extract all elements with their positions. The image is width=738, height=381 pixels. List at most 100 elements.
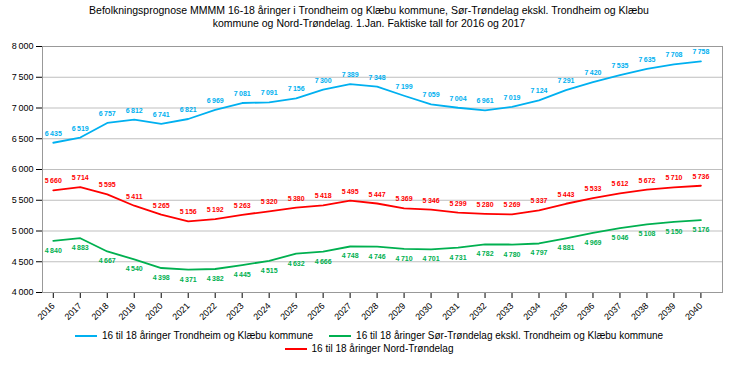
svg-text:5 612: 5 612 [611, 181, 628, 188]
svg-text:7 199: 7 199 [396, 83, 413, 90]
svg-text:2021: 2021 [170, 301, 191, 322]
svg-text:5 000: 5 000 [12, 226, 34, 236]
svg-text:7 300: 7 300 [315, 77, 332, 84]
svg-text:5 736: 5 736 [692, 173, 709, 180]
svg-text:2028: 2028 [359, 301, 380, 322]
svg-text:4 780: 4 780 [504, 251, 521, 258]
svg-text:7 708: 7 708 [665, 52, 682, 59]
svg-text:6 757: 6 757 [99, 110, 116, 117]
svg-text:4 748: 4 748 [342, 253, 359, 260]
svg-text:2040: 2040 [683, 301, 704, 322]
svg-text:4 666: 4 666 [315, 258, 332, 265]
svg-text:5 046: 5 046 [611, 234, 628, 241]
svg-text:2024: 2024 [251, 301, 272, 322]
svg-text:2032: 2032 [467, 301, 488, 322]
svg-text:7 758: 7 758 [692, 49, 709, 56]
svg-text:4 701: 4 701 [423, 256, 440, 263]
svg-text:5 660: 5 660 [45, 178, 62, 185]
svg-text:7 059: 7 059 [423, 92, 440, 99]
svg-text:6 812: 6 812 [126, 107, 143, 114]
svg-text:7 348: 7 348 [369, 74, 386, 81]
svg-text:6 519: 6 519 [72, 125, 89, 132]
svg-text:6 435: 6 435 [45, 130, 62, 137]
svg-text:6 821: 6 821 [180, 106, 197, 113]
svg-text:4 731: 4 731 [450, 254, 467, 261]
svg-text:2019: 2019 [116, 301, 137, 322]
svg-text:6 000: 6 000 [12, 165, 34, 175]
svg-text:5 714: 5 714 [72, 174, 89, 181]
svg-text:7 091: 7 091 [261, 90, 278, 97]
svg-text:4 445: 4 445 [234, 271, 251, 278]
svg-text:2033: 2033 [494, 301, 515, 322]
svg-text:2016: 2016 [36, 301, 57, 322]
svg-text:5 500: 5 500 [12, 195, 34, 205]
svg-text:5 192: 5 192 [207, 206, 224, 213]
svg-text:4 398: 4 398 [153, 274, 170, 281]
svg-text:4 500: 4 500 [12, 257, 34, 267]
svg-text:4 969: 4 969 [584, 239, 601, 246]
svg-text:2025: 2025 [278, 301, 299, 322]
svg-text:5 710: 5 710 [665, 175, 682, 182]
svg-text:5 380: 5 380 [288, 195, 305, 202]
svg-text:7 635: 7 635 [638, 56, 655, 63]
svg-text:2031: 2031 [440, 301, 461, 322]
svg-text:7 420: 7 420 [584, 69, 601, 76]
svg-text:5 263: 5 263 [234, 202, 251, 209]
svg-text:6 741: 6 741 [153, 111, 170, 118]
svg-text:4 371: 4 371 [180, 276, 197, 283]
svg-text:2029: 2029 [386, 301, 407, 322]
svg-text:4 382: 4 382 [207, 275, 224, 282]
svg-text:2035: 2035 [548, 301, 569, 322]
svg-text:2036: 2036 [575, 301, 596, 322]
svg-text:5 418: 5 418 [315, 193, 332, 200]
svg-text:2027: 2027 [332, 301, 353, 322]
svg-text:5 280: 5 280 [477, 201, 494, 208]
svg-text:2030: 2030 [413, 301, 434, 322]
svg-text:4 632: 4 632 [288, 260, 305, 267]
svg-text:5 265: 5 265 [153, 202, 170, 209]
svg-text:2022: 2022 [197, 301, 218, 322]
svg-text:7 000: 7 000 [12, 103, 34, 113]
svg-text:2039: 2039 [656, 301, 677, 322]
svg-text:7 124: 7 124 [531, 88, 548, 95]
svg-text:5 346: 5 346 [423, 197, 440, 204]
svg-text:7 389: 7 389 [342, 71, 359, 78]
svg-text:5 108: 5 108 [638, 231, 655, 238]
svg-text:5 595: 5 595 [99, 182, 116, 189]
svg-text:7 500: 7 500 [12, 72, 34, 82]
svg-text:2018: 2018 [89, 301, 110, 322]
svg-text:7 535: 7 535 [611, 62, 628, 69]
svg-text:2017: 2017 [62, 301, 83, 322]
svg-text:4 710: 4 710 [396, 255, 413, 262]
svg-text:5 495: 5 495 [342, 188, 359, 195]
svg-text:4 881: 4 881 [557, 245, 574, 252]
svg-text:5 369: 5 369 [396, 196, 413, 203]
svg-text:7 081: 7 081 [234, 90, 251, 97]
svg-text:2038: 2038 [629, 301, 650, 322]
svg-text:7 004: 7 004 [450, 95, 467, 102]
svg-text:5 156: 5 156 [180, 209, 197, 216]
svg-text:4 515: 4 515 [261, 267, 278, 274]
svg-text:2034: 2034 [521, 301, 542, 322]
svg-text:5 299: 5 299 [450, 200, 467, 207]
svg-text:5 447: 5 447 [369, 191, 386, 198]
svg-text:4 540: 4 540 [126, 266, 143, 273]
svg-text:5 269: 5 269 [504, 202, 521, 209]
svg-text:2020: 2020 [143, 301, 164, 322]
svg-text:6 969: 6 969 [207, 97, 224, 104]
svg-text:7 291: 7 291 [557, 77, 574, 84]
svg-text:4 840: 4 840 [45, 247, 62, 254]
svg-text:5 411: 5 411 [126, 193, 143, 200]
svg-text:5 533: 5 533 [584, 185, 601, 192]
svg-text:4 797: 4 797 [531, 250, 548, 257]
svg-text:4 746: 4 746 [369, 253, 386, 260]
svg-text:4 667: 4 667 [99, 258, 116, 265]
svg-text:4 000: 4 000 [12, 288, 34, 298]
svg-text:5 337: 5 337 [531, 198, 548, 205]
svg-text:6 500: 6 500 [12, 134, 34, 144]
svg-text:5 320: 5 320 [261, 199, 278, 206]
svg-text:2023: 2023 [224, 301, 245, 322]
svg-text:2037: 2037 [602, 301, 623, 322]
svg-text:5 672: 5 672 [638, 177, 655, 184]
svg-text:6 961: 6 961 [477, 98, 494, 105]
